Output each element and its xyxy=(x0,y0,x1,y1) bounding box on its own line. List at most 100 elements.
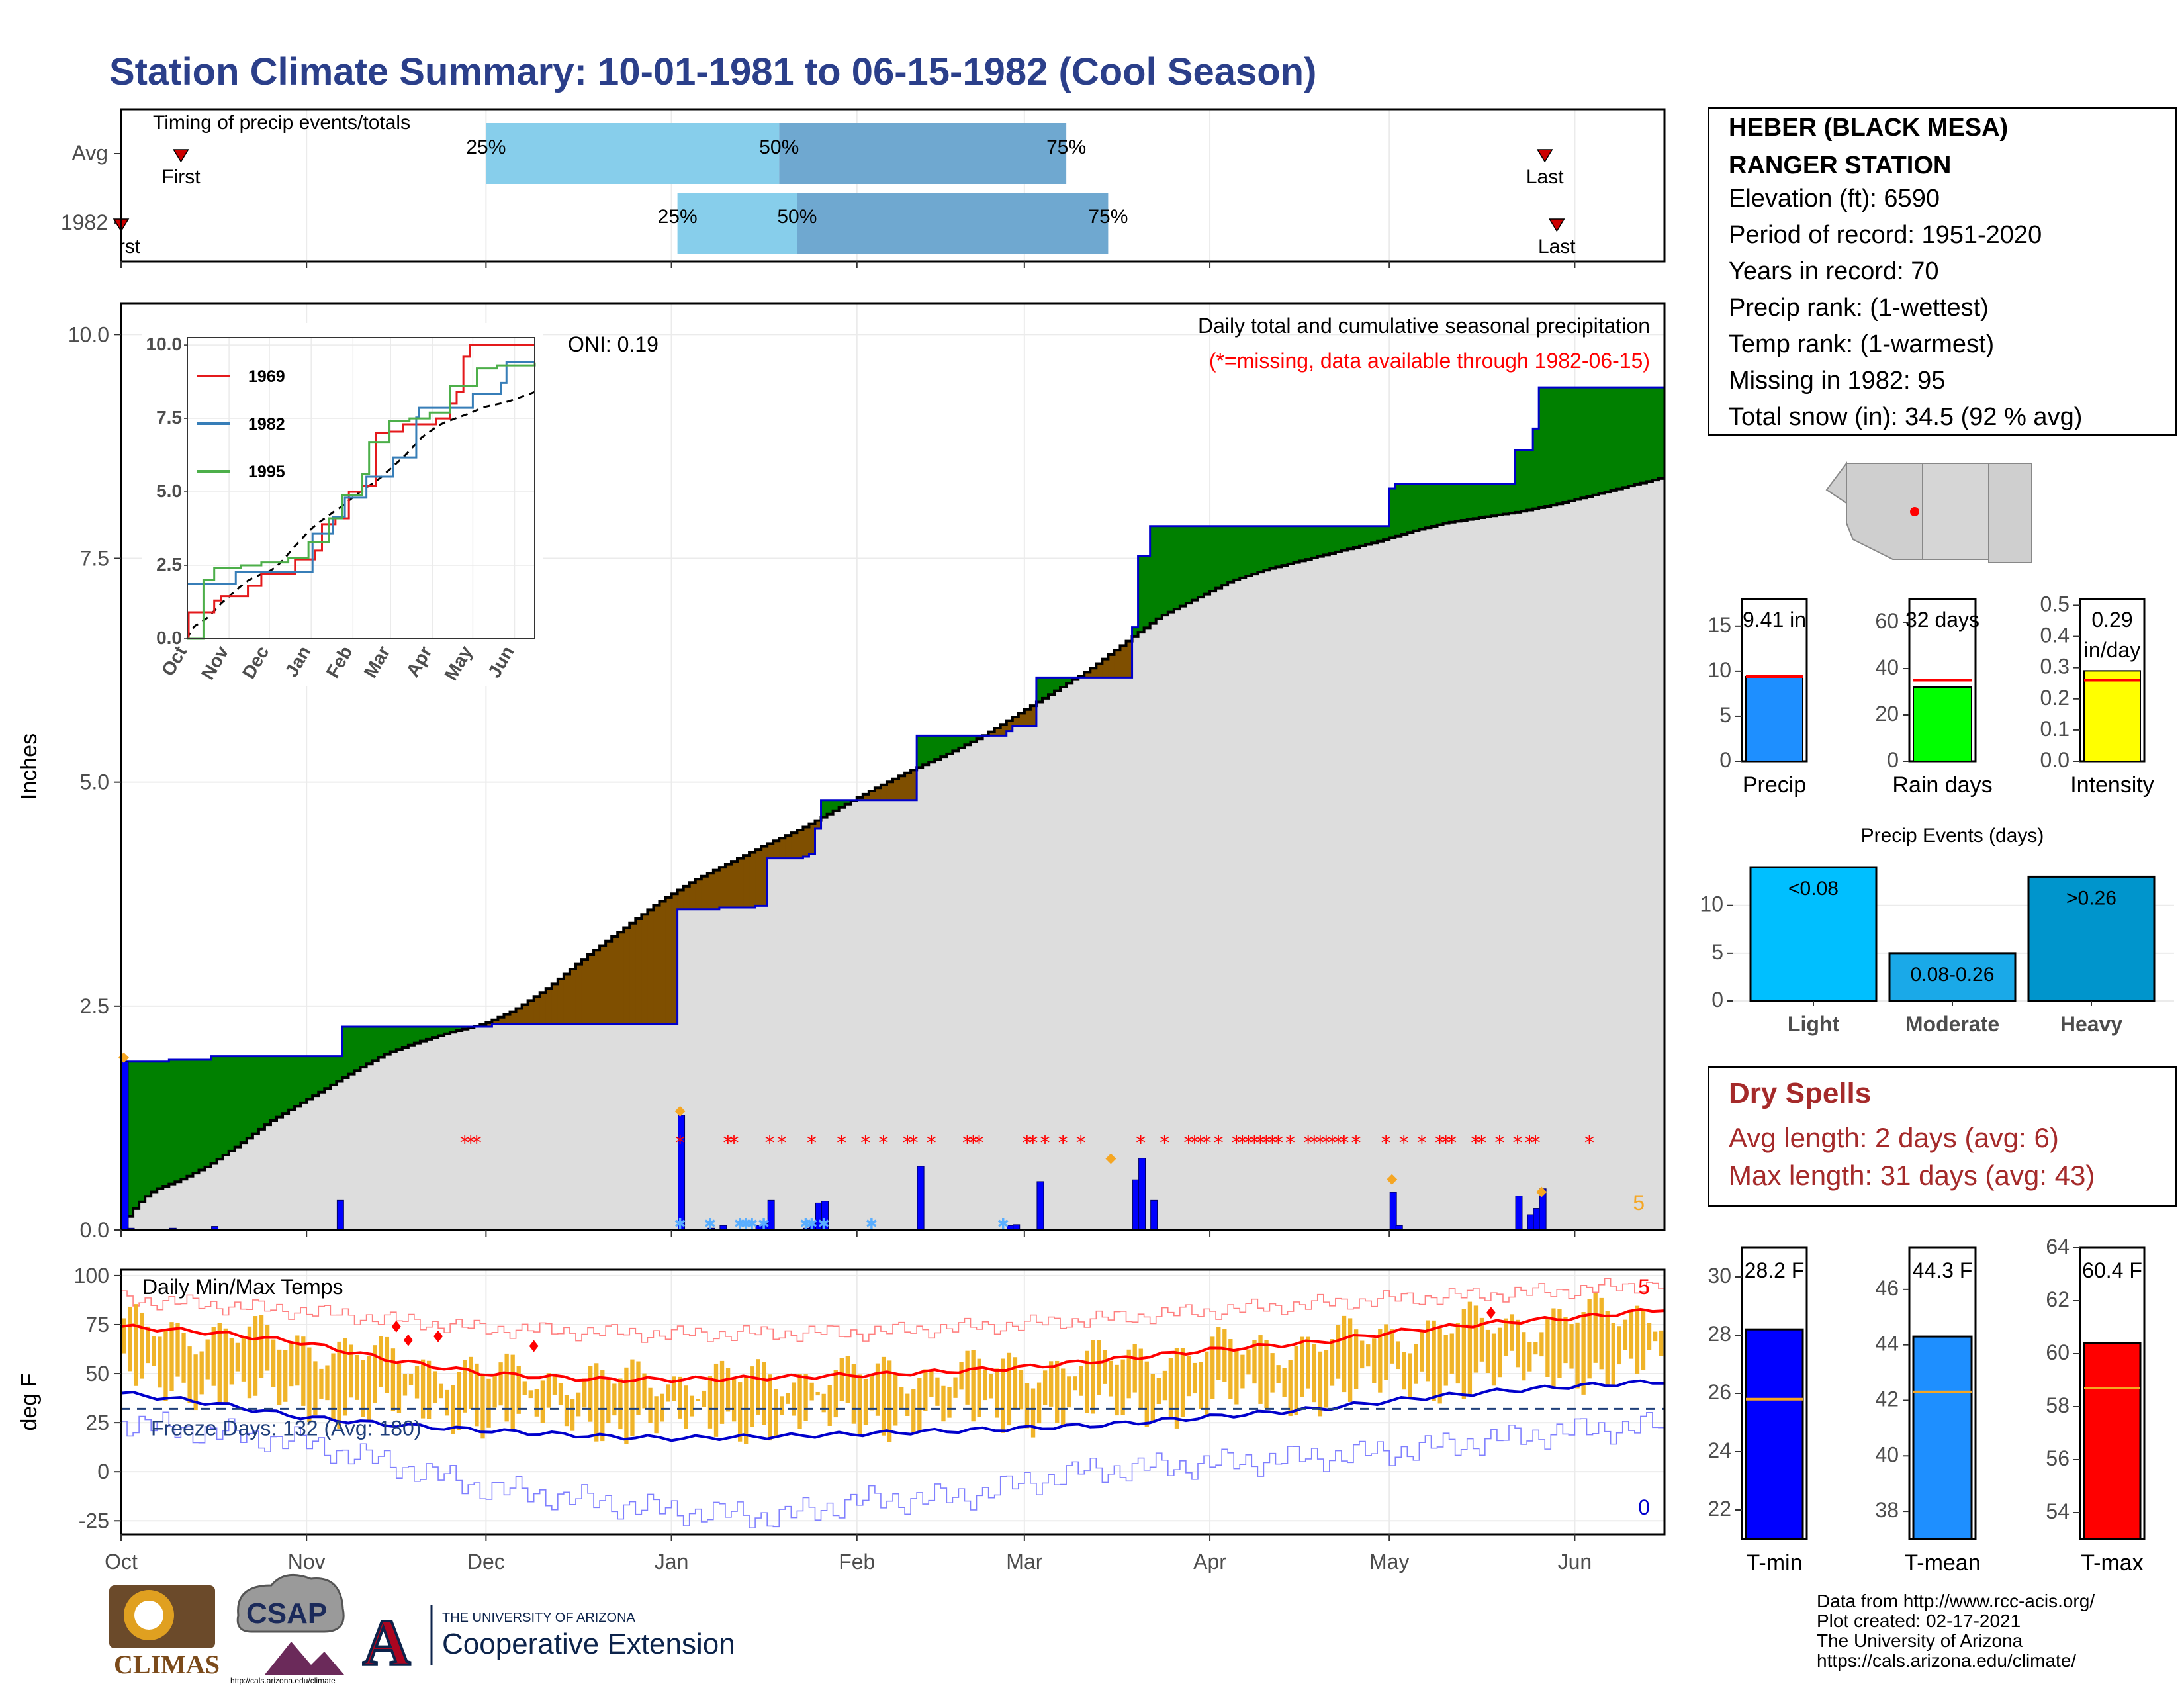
missing-day-marker: * xyxy=(1309,1132,1319,1155)
snow-marker: ✱ xyxy=(817,1216,829,1233)
oni-label: ONI: 0.19 xyxy=(568,332,659,356)
inset-frame xyxy=(187,337,535,639)
above-normal-fill xyxy=(450,1026,457,1033)
record-high-marker xyxy=(403,1334,413,1346)
daily-temp-bar xyxy=(1097,1340,1101,1395)
daily-temp-bar xyxy=(1306,1336,1311,1389)
below-normal-fill xyxy=(569,969,576,1024)
below-normal-fill xyxy=(1126,641,1133,678)
above-normal-fill xyxy=(289,1056,295,1110)
daily-temp-bar xyxy=(1402,1352,1406,1390)
above-normal-fill xyxy=(1060,677,1067,687)
daily-temp-bar xyxy=(1007,1352,1012,1426)
daily-temp-bar xyxy=(205,1339,210,1380)
daily-temp-bar xyxy=(713,1363,719,1437)
daily-temp-bar xyxy=(385,1336,390,1393)
daily-temp-bar xyxy=(750,1366,754,1427)
daily-temp-bar xyxy=(582,1378,587,1408)
normal-cumulative-area xyxy=(121,478,1664,1231)
above-normal-fill xyxy=(1401,484,1408,534)
daily-temp-bar xyxy=(827,1385,832,1426)
temp-summary-value: 60.4 F xyxy=(2082,1258,2142,1282)
daily-temp-bar xyxy=(128,1306,132,1372)
daily-temp-bar xyxy=(475,1363,479,1427)
above-normal-fill xyxy=(1413,484,1420,531)
station-name-2: RANGER STATION xyxy=(1729,152,1951,179)
precip-rank-text: Precip rank: (1-wettest) xyxy=(1729,294,1989,322)
above-normal-fill xyxy=(1359,526,1366,546)
above-normal-fill xyxy=(1502,484,1510,514)
above-normal-fill xyxy=(205,1059,212,1167)
below-normal-fill xyxy=(899,776,905,800)
above-normal-fill xyxy=(1167,526,1175,612)
missing-day-marker: * xyxy=(1136,1132,1146,1155)
below-normal-fill xyxy=(868,790,876,800)
below-normal-fill xyxy=(575,964,582,1024)
snow-marker: ✱ xyxy=(799,1216,811,1233)
daily-temp-bar xyxy=(1246,1349,1251,1375)
daily-temp-bar xyxy=(618,1378,623,1430)
daily-temp-bar xyxy=(1491,1333,1496,1386)
daily-temp-bar xyxy=(977,1358,981,1417)
daily-temp-bar xyxy=(1557,1309,1562,1378)
summary-label: Rain days xyxy=(1892,773,1992,798)
daily-temp-bar xyxy=(1420,1330,1424,1372)
temp-y-tick-label: 50 xyxy=(85,1362,109,1385)
precip-panel: ✱ ✱ ✱✱✱ ✱ ✱✱ ✱ ✱ ✱*** * ** * * * * * * ** * *** ** * * * * * ****… xyxy=(17,302,1666,1242)
snow-text: Total snow (in): 34.5 (92 % avg) xyxy=(1729,403,2082,431)
daily-temp-bar xyxy=(624,1367,629,1444)
missing-day-marker: * xyxy=(1399,1132,1409,1155)
daily-temp-bar xyxy=(558,1383,563,1405)
missing-day-marker: * xyxy=(1028,1132,1038,1155)
ua-small-text: THE UNIVERSITY OF ARIZONA xyxy=(442,1611,636,1625)
daily-temp-bar xyxy=(439,1383,443,1399)
below-normal-fill xyxy=(671,894,678,1024)
timing-q75-label: 75% xyxy=(1046,136,1086,158)
temp-summary-y-tick-label: 28 xyxy=(1707,1322,1731,1346)
below-normal-fill xyxy=(545,988,553,1024)
record-high-marker xyxy=(529,1340,539,1352)
above-normal-fill xyxy=(157,1061,163,1189)
daily-temp-bar xyxy=(1013,1357,1018,1409)
daily-temp-bar xyxy=(1091,1340,1095,1414)
above-normal-fill xyxy=(1646,387,1653,482)
below-normal-fill xyxy=(815,820,822,829)
daily-temp-bar xyxy=(1629,1310,1634,1359)
missing-day-marker: * xyxy=(729,1132,739,1155)
above-normal-fill xyxy=(1251,526,1258,575)
above-normal-fill xyxy=(414,1026,421,1043)
above-normal-fill xyxy=(1484,484,1492,517)
daily-temp-bar xyxy=(1342,1315,1347,1393)
daily-temp-bar xyxy=(725,1368,731,1412)
below-normal-fill xyxy=(683,886,690,910)
daily-temp-bar xyxy=(469,1356,473,1409)
above-normal-fill xyxy=(169,1059,175,1184)
daily-temp-bar xyxy=(845,1356,850,1403)
daily-temp-bar xyxy=(504,1353,509,1422)
missing-day-marker: * xyxy=(1321,1132,1331,1155)
daily-temp-bar xyxy=(744,1377,749,1444)
daily-temp-bar xyxy=(1036,1382,1042,1424)
daily-temp-bar xyxy=(546,1373,551,1408)
daily-temp-bar xyxy=(1641,1311,1646,1370)
daily-temp-bar xyxy=(1378,1329,1383,1393)
precip-y-tick-label: 10.0 xyxy=(68,322,109,346)
daily-temp-bar xyxy=(343,1338,347,1416)
daily-temp-bar xyxy=(660,1393,664,1422)
missing-text: Missing in 1982: 95 xyxy=(1729,367,1945,395)
daily-precip-bar xyxy=(917,1166,925,1231)
above-normal-fill xyxy=(151,1061,158,1192)
above-normal-fill xyxy=(210,1056,218,1164)
above-normal-fill xyxy=(222,1056,230,1156)
daily-temp-bar xyxy=(241,1338,246,1382)
above-normal-fill xyxy=(1066,677,1073,684)
first-event-label: First xyxy=(161,166,201,188)
snow-marker: ✱ xyxy=(997,1216,1009,1233)
daily-temp-bar xyxy=(911,1389,916,1432)
temp-summary-y-tick-label: 26 xyxy=(1707,1380,1731,1404)
event-marker xyxy=(1105,1153,1116,1164)
above-normal-fill xyxy=(1431,484,1438,527)
freeze-days-label: Freeze Days: 132 (Avg: 180) xyxy=(151,1416,422,1440)
daily-temp-bar xyxy=(887,1360,892,1442)
period-text: Period of record: 1951-2020 xyxy=(1729,221,2042,249)
